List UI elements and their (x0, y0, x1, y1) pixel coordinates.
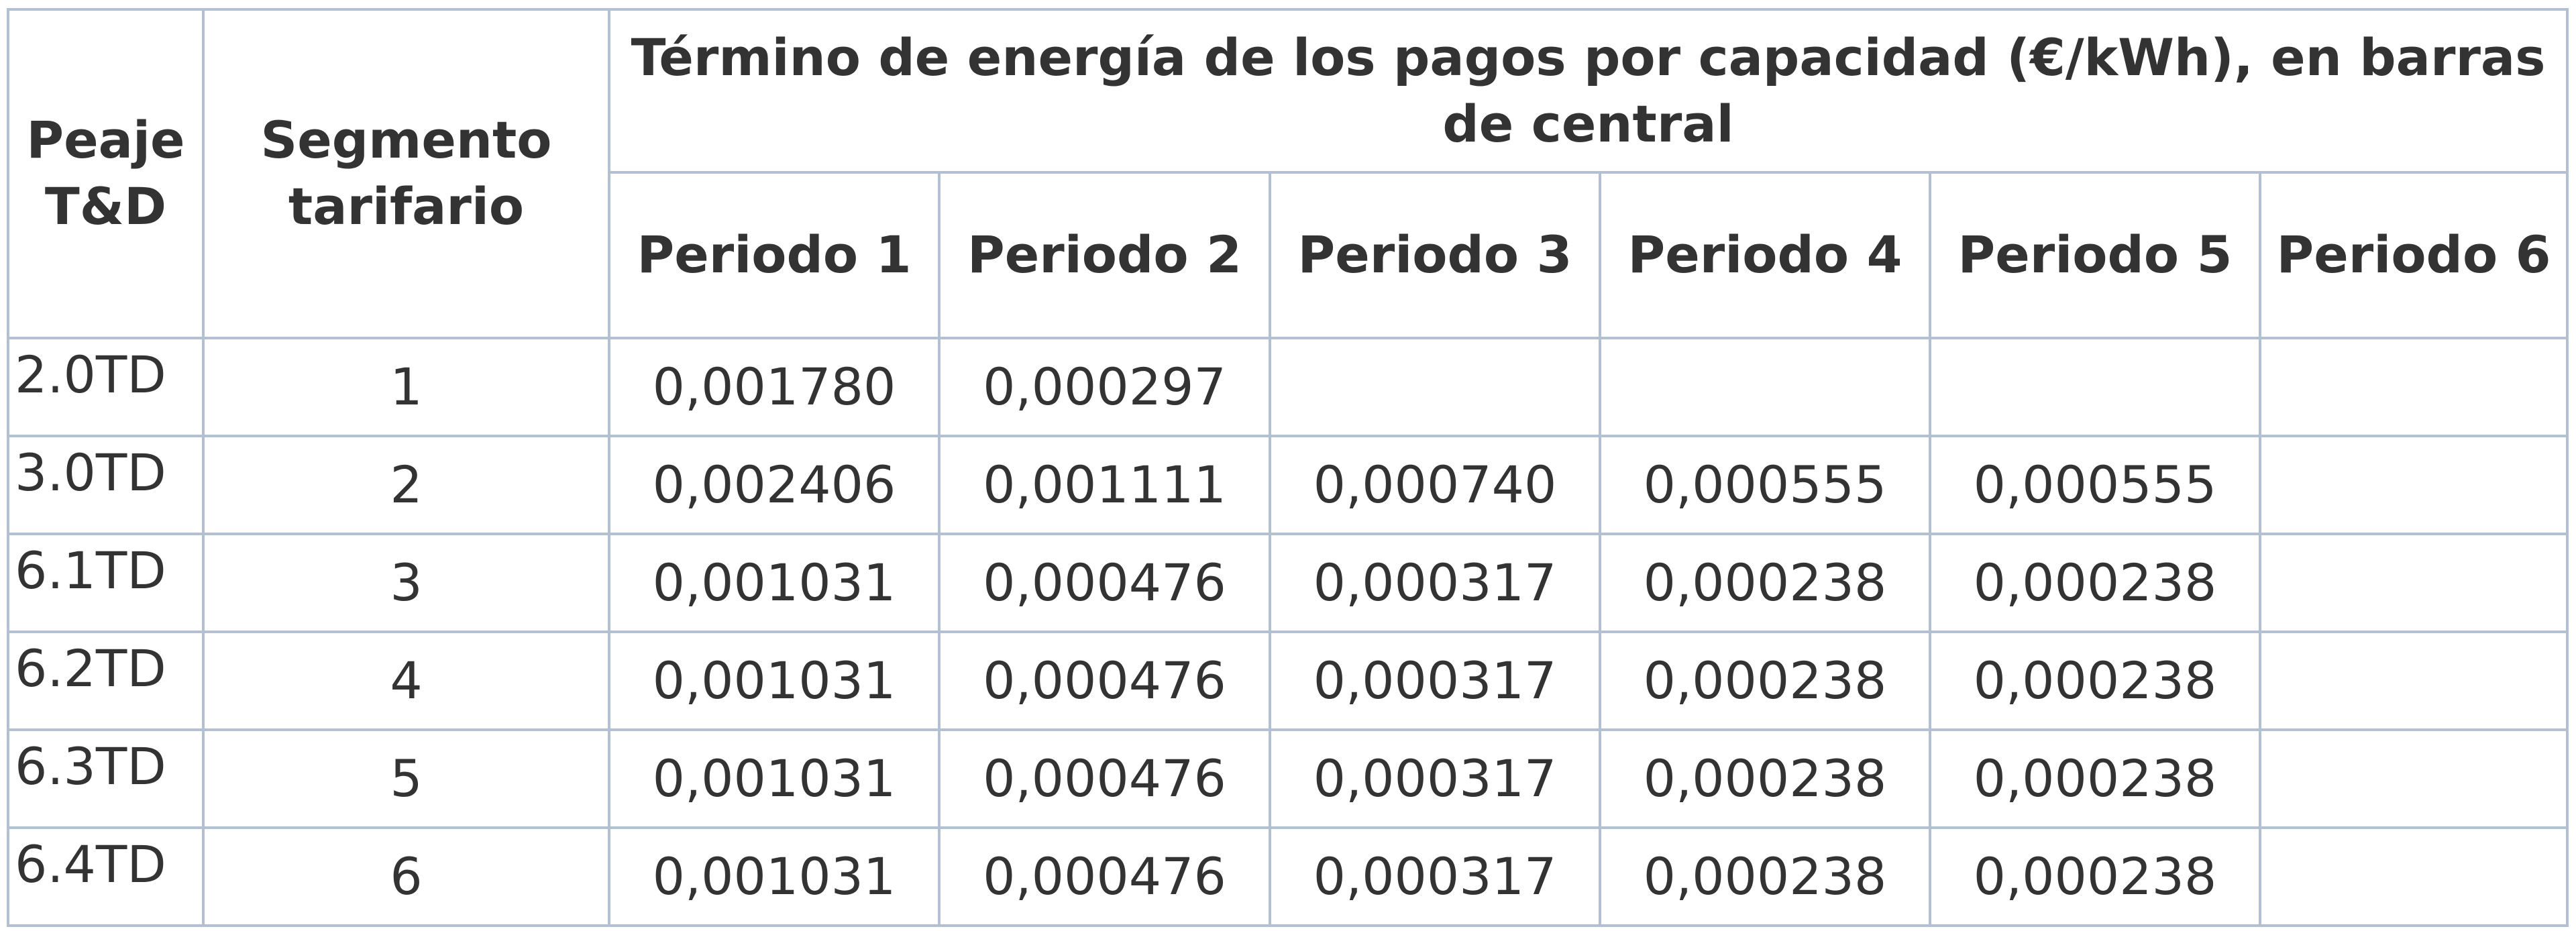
table-row: 2.0TD 1 0,001780 0,000297 (7, 337, 2569, 437)
value-cell: 0,000317 (1269, 533, 1601, 633)
value-cell: 0,000555 (1599, 435, 1931, 535)
value-cell: 0,000238 (1599, 631, 1931, 731)
value-cell: 0,000238 (1929, 728, 2261, 829)
empty-cell (2258, 533, 2569, 633)
header-row: Periodo 1 Periodo 2 Periodo 3 Periodo 4 Peri… (8, 171, 2569, 339)
table-row: 6.2TD 4 0,001031 0,000476 0,000317 0,000238 0,… (7, 631, 2569, 731)
value-cell: 0,000238 (1929, 533, 2261, 633)
value-cell: 0,000317 (1269, 631, 1601, 731)
segment-cell: 6 (202, 826, 610, 927)
peaje-cell: 2.0TD (7, 337, 205, 437)
table-head: Peaje T&D Segmento tarifario Término de … (7, 8, 2569, 339)
value-cell: 0,000555 (1929, 435, 2261, 535)
table-body: 2.0TD 1 0,001780 0,000297 3.0TD 2 0,002406 0,00… (7, 337, 2569, 927)
value-cell: 0,000317 (1269, 728, 1601, 829)
peaje-cell: 6.3TD (7, 728, 205, 829)
value-cell: 0,000740 (1269, 435, 1601, 535)
header-cell: Término de energía de los pagos por capa… (607, 8, 2569, 174)
header-cell: Periodo 1 (608, 171, 941, 339)
table-container: Peaje T&D Segmento tarifario Término de … (7, 8, 2569, 927)
peaje-cell: 6.2TD (7, 631, 205, 731)
segment-cell: 1 (202, 337, 610, 437)
empty-cell (1929, 337, 2261, 437)
value-cell: 0,000238 (1599, 728, 1931, 829)
value-cell: 0,000476 (938, 728, 1271, 829)
value-cell: 0,001031 (608, 631, 941, 731)
empty-cell (2258, 337, 2569, 437)
value-cell: 0,002406 (608, 435, 941, 535)
header-cell: Periodo 3 (1269, 171, 1601, 339)
value-cell: 0,000297 (938, 337, 1271, 437)
tariff-table: Peaje T&D Segmento tarifario Término de … (7, 8, 2569, 927)
header-cell: Periodo 6 (2258, 171, 2569, 339)
value-cell: 0,000476 (938, 631, 1271, 731)
table-row: 6.3TD 5 0,001031 0,000476 0,000317 0,000238 0,… (7, 728, 2569, 829)
value-cell: 0,000238 (1929, 631, 2261, 731)
value-cell: 0,001031 (608, 826, 941, 927)
peaje-cell: 6.1TD (7, 533, 205, 633)
empty-cell (2258, 826, 2569, 927)
empty-cell (2258, 631, 2569, 731)
empty-cell (1599, 337, 1931, 437)
header-cell: Peaje T&D (7, 8, 205, 339)
segment-cell: 5 (202, 728, 610, 829)
header-cell: Periodo 4 (1599, 171, 1931, 339)
segment-cell: 3 (202, 533, 610, 633)
peaje-cell: 3.0TD (7, 435, 205, 535)
value-cell: 0,000238 (1599, 533, 1931, 633)
segment-cell: 4 (202, 631, 610, 731)
value-cell: 0,000238 (1929, 826, 2261, 927)
value-cell: 0,001111 (938, 435, 1271, 535)
value-cell: 0,000238 (1599, 826, 1931, 927)
value-cell: 0,000476 (938, 826, 1271, 927)
header-cell: Segmento tarifario (202, 8, 610, 339)
segment-cell: 2 (202, 435, 610, 535)
value-cell: 0,001780 (608, 337, 941, 437)
empty-cell (2258, 435, 2569, 535)
header-cell: Periodo 2 (938, 171, 1271, 339)
peaje-cell: 6.4TD (7, 826, 205, 927)
value-cell: 0,000317 (1269, 826, 1601, 927)
table-row: 3.0TD 2 0,002406 0,001111 0,000740 0,000555 0,… (7, 435, 2569, 535)
table-row: 6.4TD 6 0,001031 0,000476 0,000317 0,000238 0,… (7, 826, 2569, 927)
value-cell: 0,001031 (608, 728, 941, 829)
value-cell: 0,001031 (608, 533, 941, 633)
header-cell: Periodo 5 (1929, 171, 2261, 339)
empty-cell (1269, 337, 1601, 437)
table-row: 6.1TD 3 0,001031 0,000476 0,000317 0,000238 0,… (7, 533, 2569, 633)
header-row: Peaje T&D Segmento tarifario Término de … (7, 8, 2569, 339)
empty-cell (2258, 728, 2569, 829)
value-cell: 0,000476 (938, 533, 1271, 633)
